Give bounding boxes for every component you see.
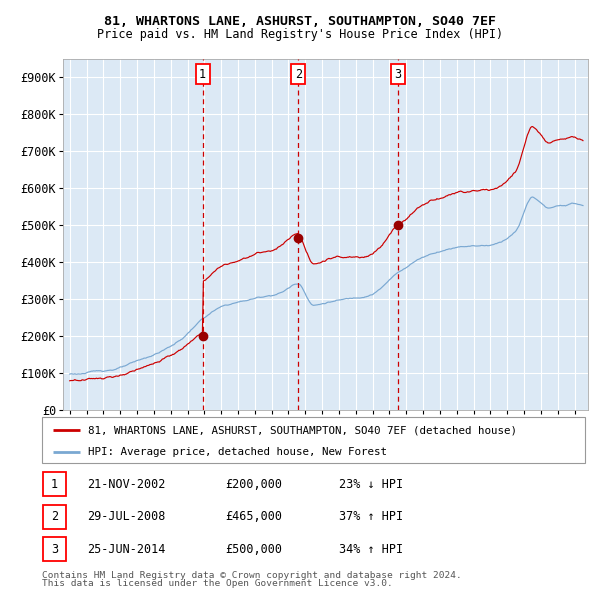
FancyBboxPatch shape — [43, 473, 66, 496]
Text: £500,000: £500,000 — [225, 543, 282, 556]
Text: 81, WHARTONS LANE, ASHURST, SOUTHAMPTON, SO40 7EF (detached house): 81, WHARTONS LANE, ASHURST, SOUTHAMPTON,… — [88, 425, 517, 435]
Text: £465,000: £465,000 — [225, 510, 282, 523]
Text: 2: 2 — [295, 68, 302, 81]
Text: 3: 3 — [394, 68, 401, 81]
Text: 1: 1 — [199, 68, 206, 81]
Text: 34% ↑ HPI: 34% ↑ HPI — [339, 543, 403, 556]
Text: 81, WHARTONS LANE, ASHURST, SOUTHAMPTON, SO40 7EF: 81, WHARTONS LANE, ASHURST, SOUTHAMPTON,… — [104, 15, 496, 28]
Text: This data is licensed under the Open Government Licence v3.0.: This data is licensed under the Open Gov… — [42, 579, 393, 588]
Text: HPI: Average price, detached house, New Forest: HPI: Average price, detached house, New … — [88, 447, 387, 457]
FancyBboxPatch shape — [43, 537, 66, 561]
Text: 2: 2 — [51, 510, 58, 523]
Text: 25-JUN-2014: 25-JUN-2014 — [87, 543, 166, 556]
Text: 3: 3 — [51, 543, 58, 556]
Text: 37% ↑ HPI: 37% ↑ HPI — [339, 510, 403, 523]
Text: 29-JUL-2008: 29-JUL-2008 — [87, 510, 166, 523]
Text: £200,000: £200,000 — [225, 478, 282, 491]
Text: Contains HM Land Registry data © Crown copyright and database right 2024.: Contains HM Land Registry data © Crown c… — [42, 571, 462, 580]
Text: Price paid vs. HM Land Registry's House Price Index (HPI): Price paid vs. HM Land Registry's House … — [97, 28, 503, 41]
FancyBboxPatch shape — [43, 505, 66, 529]
Text: 21-NOV-2002: 21-NOV-2002 — [87, 478, 166, 491]
FancyBboxPatch shape — [42, 417, 585, 463]
Text: 23% ↓ HPI: 23% ↓ HPI — [339, 478, 403, 491]
Text: 1: 1 — [51, 478, 58, 491]
